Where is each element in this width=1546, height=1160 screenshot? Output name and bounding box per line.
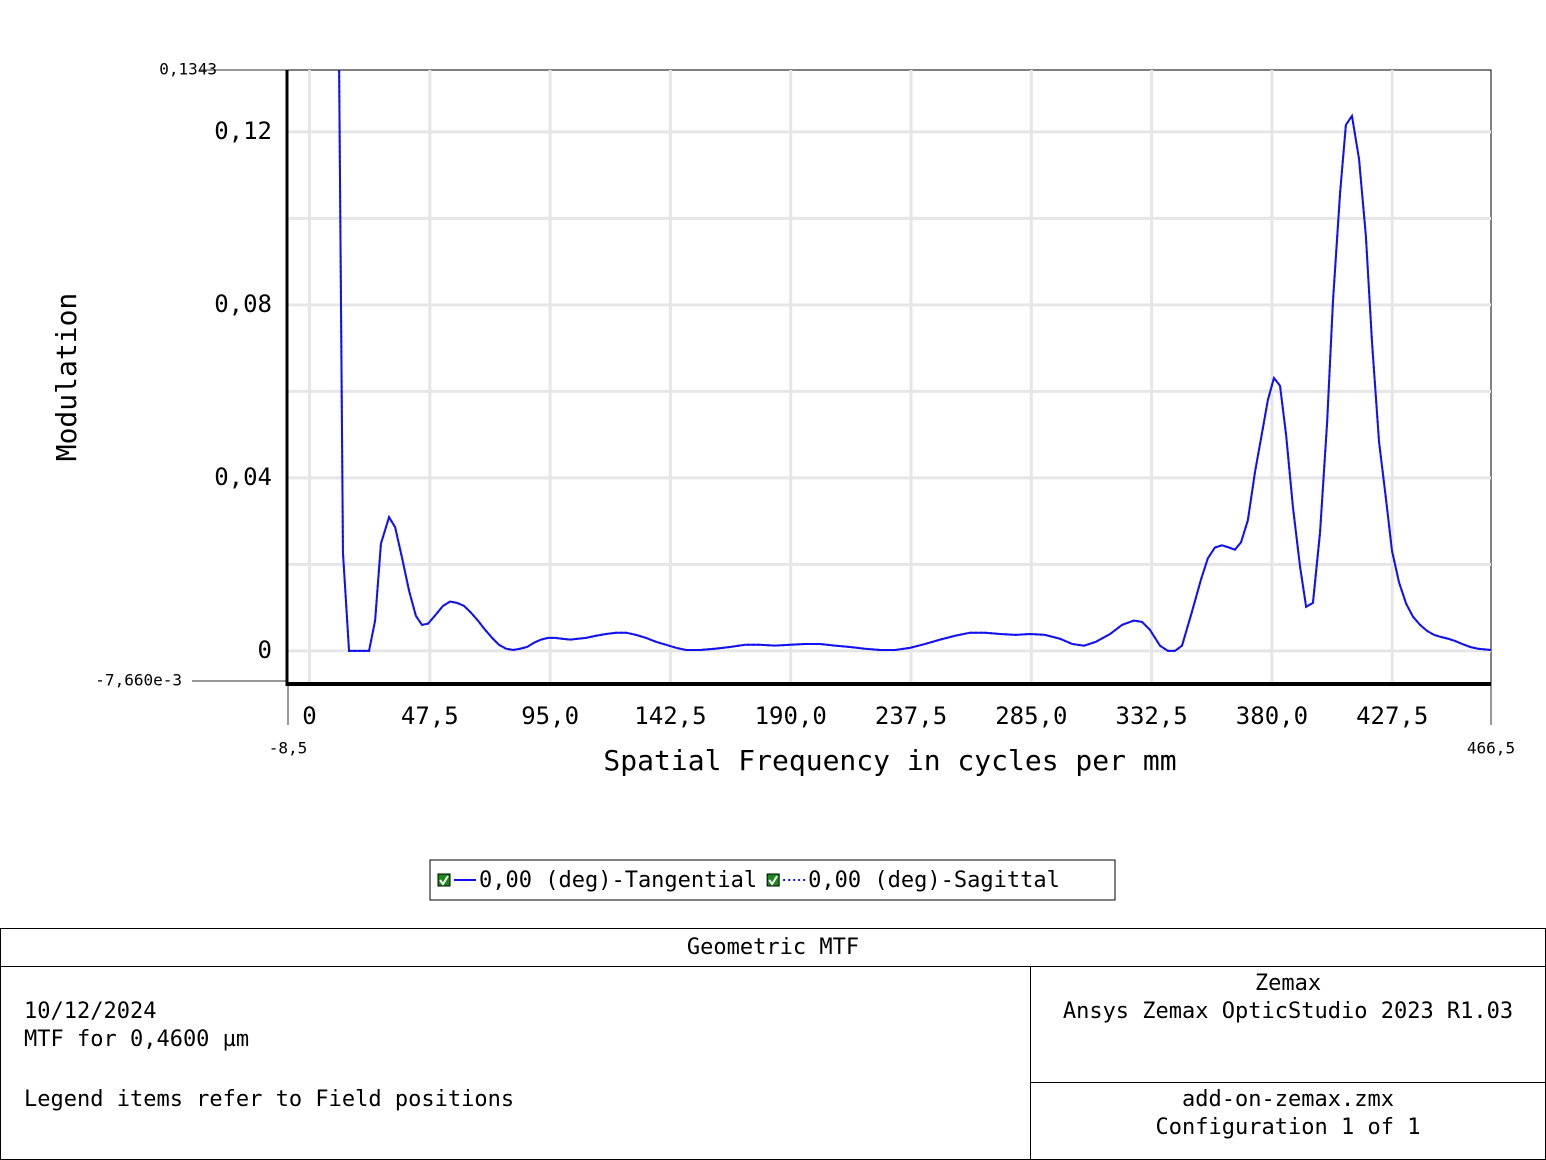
y-limit-label: -7,660e-3 bbox=[95, 671, 182, 690]
series-line bbox=[338, 70, 1491, 652]
chart: Modulation Spatial Frequency in cycles p… bbox=[50, 60, 1515, 901]
footer-text: 10/12/2024 bbox=[24, 999, 157, 1024]
footer-text: Legend items refer to Field positions bbox=[24, 1087, 515, 1112]
x-tick-label: 332,5 bbox=[1116, 702, 1188, 730]
y-tick-label: 0,08 bbox=[214, 290, 272, 318]
plot-frame bbox=[287, 69, 1492, 685]
series-line bbox=[338, 70, 1491, 652]
plot-area bbox=[338, 70, 1491, 652]
footer-left: 10/12/2024 MTF for 0,4600 µm Legend item… bbox=[24, 998, 514, 1114]
x-tick-label: 427,5 bbox=[1356, 702, 1428, 730]
x-tick-label: 190,0 bbox=[755, 702, 827, 730]
footer-title: Geometric MTF bbox=[0, 928, 1546, 967]
footer-text: MTF for 0,4600 µm bbox=[24, 1027, 250, 1052]
y-axis-label: Modulation bbox=[50, 293, 83, 462]
footer-text: Configuration 1 of 1 bbox=[1155, 1115, 1421, 1140]
x-tick-label: 142,5 bbox=[634, 702, 706, 730]
footer-text: Zemax bbox=[1254, 971, 1322, 996]
x-tick-label: 237,5 bbox=[875, 702, 947, 730]
footer-right-top: Zemax Ansys Zemax OpticStudio 2023 R1.03 bbox=[1030, 966, 1546, 1083]
legend-label: 0,00 (deg)-Tangential bbox=[479, 868, 757, 893]
legend-label: 0,00 (deg)-Sagittal bbox=[808, 868, 1060, 893]
footer-text: add-on-zemax.zmx bbox=[1182, 1087, 1394, 1112]
x-tick-label: 0 bbox=[302, 702, 316, 730]
x-tick-label: 47,5 bbox=[401, 702, 459, 730]
legend-check bbox=[439, 875, 449, 886]
x-axis-label: Spatial Frequency in cycles per mm bbox=[603, 744, 1176, 777]
y-tick-label: 0 bbox=[258, 636, 272, 664]
x-tick-label: 95,0 bbox=[521, 702, 579, 730]
footer-right-bottom: add-on-zemax.zmx Configuration 1 of 1 bbox=[1030, 1082, 1546, 1160]
y-limit-label: 0,1343 bbox=[159, 60, 217, 79]
legend-check bbox=[768, 875, 779, 886]
footer-text: Ansys Zemax OpticStudio 2023 R1.03 bbox=[1062, 999, 1514, 1024]
x-limit-label: 466,5 bbox=[1467, 739, 1515, 758]
x-tick-label: 285,0 bbox=[995, 702, 1067, 730]
y-tick-label: 0,04 bbox=[214, 463, 272, 491]
x-tick-label: 380,0 bbox=[1236, 702, 1308, 730]
x-limit-label: -8,5 bbox=[269, 739, 308, 758]
footer-title-text: Geometric MTF bbox=[686, 935, 860, 960]
y-tick-label: 0,12 bbox=[214, 117, 272, 145]
